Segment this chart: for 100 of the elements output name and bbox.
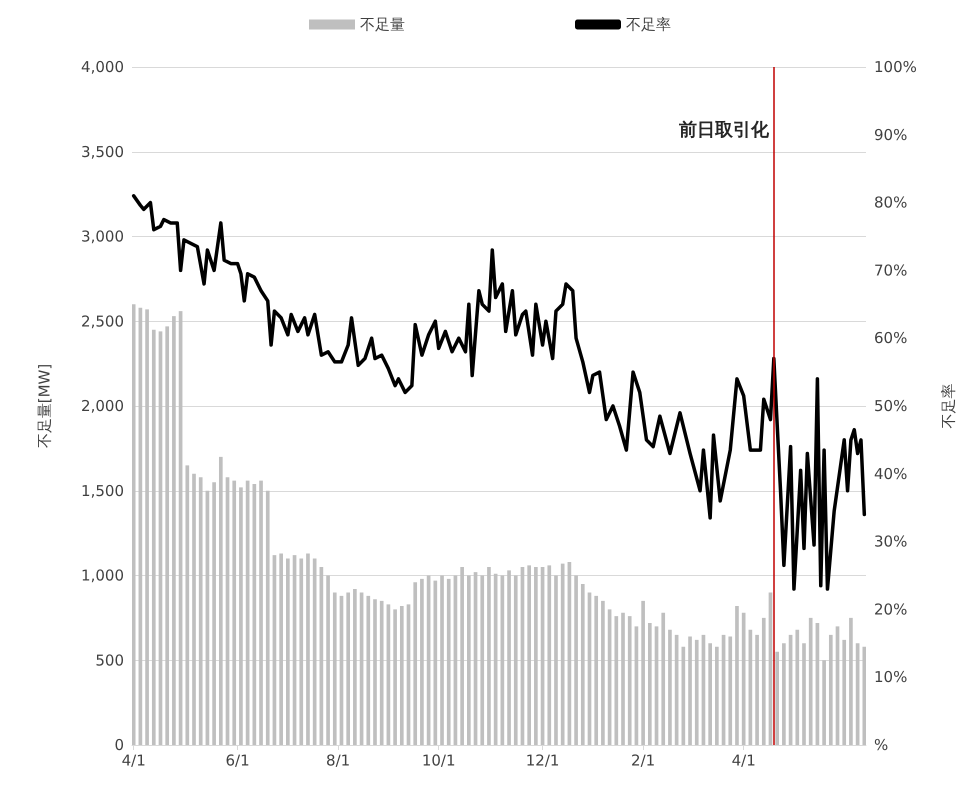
bar xyxy=(614,616,618,745)
bar xyxy=(547,565,552,745)
bar xyxy=(454,576,458,745)
bar xyxy=(668,630,672,745)
bar xyxy=(198,477,203,745)
bar xyxy=(527,565,532,745)
bar xyxy=(621,612,625,745)
bar xyxy=(474,572,478,745)
bar xyxy=(641,600,645,745)
bar xyxy=(708,643,712,745)
bar xyxy=(433,580,438,745)
y2-tick-label: 30% xyxy=(874,532,908,551)
bar xyxy=(654,626,658,745)
bar xyxy=(426,576,430,745)
y2-tick-label: 20% xyxy=(874,600,908,618)
bar xyxy=(842,640,846,745)
x-tick-label: 6/1 xyxy=(226,752,250,770)
y-tick-label: 0 xyxy=(114,736,124,754)
y-axis-title: 不足量[MW] xyxy=(36,364,54,448)
bar xyxy=(694,640,699,745)
bar xyxy=(808,618,813,745)
bar xyxy=(460,567,464,745)
bar xyxy=(332,592,337,745)
bar xyxy=(822,660,826,745)
bar xyxy=(661,612,666,745)
y-tick-label: 1,500 xyxy=(81,482,124,500)
bar xyxy=(540,567,544,745)
bar xyxy=(788,634,792,745)
y2-tick-label: 100% xyxy=(874,58,917,76)
bar xyxy=(828,634,833,745)
bar xyxy=(192,474,196,745)
y2-axis-title: 不足率 xyxy=(940,384,958,428)
bar xyxy=(413,582,418,745)
bar xyxy=(145,309,149,745)
bar xyxy=(648,622,652,745)
bar xyxy=(574,576,578,745)
y2-tick-label: 70% xyxy=(874,261,908,280)
bar xyxy=(568,562,572,745)
bar xyxy=(849,618,853,745)
bar xyxy=(608,609,612,745)
bar xyxy=(554,576,558,745)
bar xyxy=(500,576,504,745)
bar xyxy=(702,634,706,745)
x-tick-label: 2/1 xyxy=(631,752,656,770)
y2-tick-label: 90% xyxy=(874,126,908,144)
bar xyxy=(239,487,243,745)
bar xyxy=(836,626,840,745)
bar xyxy=(246,480,250,745)
bar xyxy=(212,482,216,745)
bar xyxy=(353,589,357,745)
bar xyxy=(494,574,498,745)
bar xyxy=(259,480,263,745)
y-tick-label: 1,000 xyxy=(81,566,124,584)
y2-tick-label: 10% xyxy=(874,668,908,686)
bar xyxy=(226,477,230,745)
y-tick-label: 2,000 xyxy=(81,397,124,415)
x-tick-label: 4/1 xyxy=(732,752,756,770)
y2-tick-label: % xyxy=(874,736,888,754)
bar xyxy=(795,630,800,745)
bar xyxy=(320,567,324,745)
y-tick-label: 4,000 xyxy=(81,58,124,76)
bar xyxy=(775,652,780,745)
bar xyxy=(856,643,860,745)
y2-tick-label: 50% xyxy=(874,397,908,415)
y2-tick-label: 60% xyxy=(874,329,908,348)
bar xyxy=(393,609,397,745)
bar xyxy=(386,604,390,745)
bar xyxy=(594,596,598,745)
bar xyxy=(601,600,605,745)
bar xyxy=(681,646,686,745)
bar xyxy=(272,555,276,745)
bar xyxy=(326,576,330,745)
bar xyxy=(366,596,370,745)
bar xyxy=(520,567,524,745)
bar xyxy=(742,612,746,745)
bar xyxy=(782,643,786,745)
bar xyxy=(306,553,310,745)
x-tick-label: 8/1 xyxy=(326,752,350,770)
y-tick-label: 2,500 xyxy=(81,312,124,330)
bar xyxy=(380,600,384,745)
bar xyxy=(440,576,444,745)
bar xyxy=(728,636,732,745)
bar xyxy=(346,592,350,745)
bar xyxy=(735,606,739,745)
bar xyxy=(266,490,270,745)
bar xyxy=(688,636,692,745)
bar xyxy=(507,570,511,745)
bar xyxy=(279,553,283,745)
bar xyxy=(178,311,182,745)
bar xyxy=(715,646,719,745)
bar xyxy=(768,592,772,745)
bar xyxy=(299,558,304,745)
y-tick-label: 3,000 xyxy=(81,228,124,246)
bar xyxy=(185,465,190,745)
y2-tick-label: 40% xyxy=(874,464,908,483)
bar xyxy=(588,592,592,745)
bar xyxy=(802,643,806,745)
bar xyxy=(286,558,290,745)
bar xyxy=(400,606,404,745)
bar xyxy=(580,584,585,745)
